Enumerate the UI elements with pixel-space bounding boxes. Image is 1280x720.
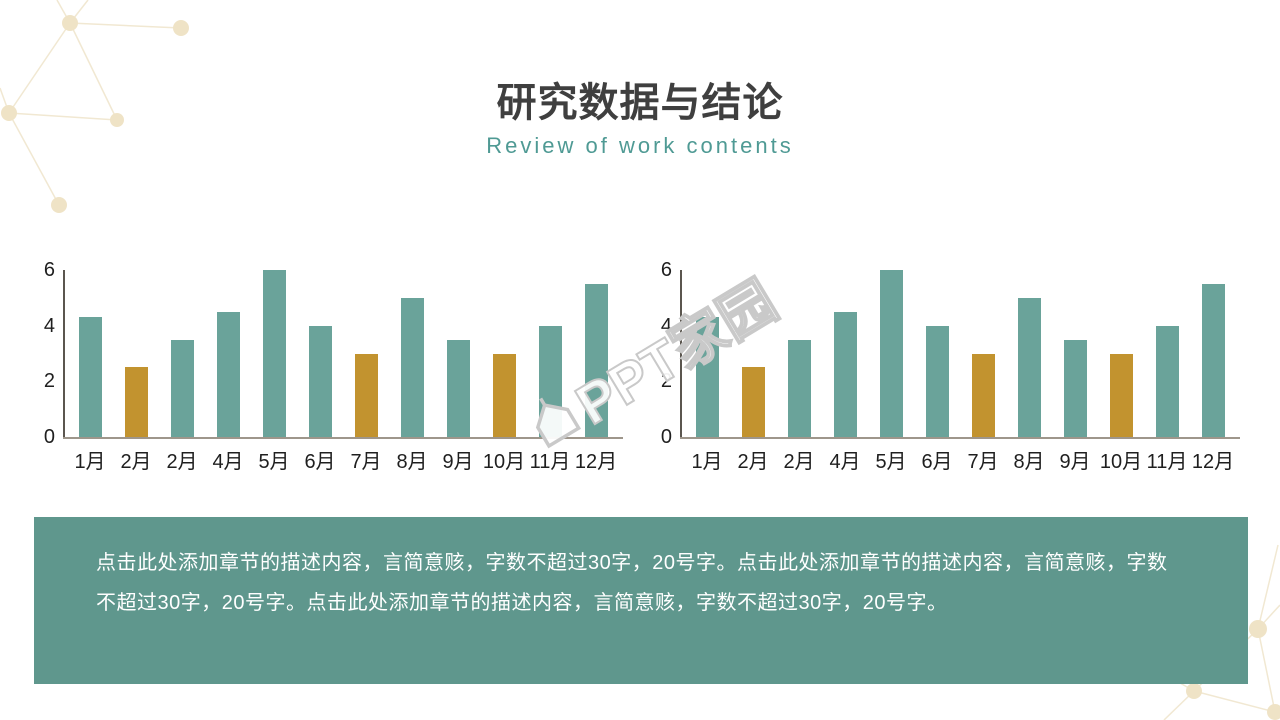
bar-4月: [216, 311, 240, 437]
x-axis-category-label: 12月: [1191, 451, 1235, 473]
x-axis-category-label: 8月: [1013, 451, 1045, 473]
bar-1月: [695, 317, 719, 437]
bar-chart-left: 0 2 4 6 1月 2月 2月 4月 5月 6月 7月 8月 9月 10月 11月 12月: [33, 259, 623, 490]
x-axis-category-label: 1月: [691, 451, 723, 473]
description-text: 点击此处添加章节的描述内容，言简意赅，字数不超过30字，20号字。点击此处添加章…: [96, 552, 1168, 614]
y-axis-tick-label: 0: [660, 426, 672, 448]
x-axis-category-label: 2月: [166, 451, 198, 473]
x-axis-line: [680, 437, 1240, 439]
x-axis-category-label: 2月: [783, 451, 815, 473]
bar-9月: [1063, 339, 1087, 437]
bar-6月: [925, 325, 949, 437]
x-axis-category-label: 7月: [967, 451, 999, 473]
x-axis-category-label: 6月: [304, 451, 336, 473]
bar-11月: [538, 325, 562, 437]
bar-2月: [124, 367, 148, 437]
x-axis-category-label: 4月: [829, 451, 861, 473]
x-axis-category-label: 9月: [442, 451, 474, 473]
x-axis-category-label: 2月: [120, 451, 152, 473]
y-axis-tick-label: 0: [43, 426, 55, 448]
slide-subtitle: Review of work contents: [486, 133, 794, 158]
bar-9月: [446, 339, 470, 437]
description-box: 点击此处添加章节的描述内容，言简意赅，字数不超过30字，20号字。点击此处添加章…: [34, 517, 1248, 684]
y-axis-line: [680, 270, 682, 439]
x-axis-category-label: 8月: [396, 451, 428, 473]
x-axis-category-label: 4月: [212, 451, 244, 473]
bar-7月: [354, 353, 378, 437]
bar-7月: [971, 353, 995, 437]
y-axis-tick-label: 6: [43, 259, 55, 281]
y-axis-line: [63, 270, 65, 439]
x-axis-line: [63, 437, 623, 439]
y-axis-tick-label: 4: [660, 314, 672, 337]
x-axis-category-label: 2月: [737, 451, 769, 473]
bar-2月: [741, 367, 765, 437]
y-axis-tick-label: 4: [43, 314, 55, 337]
bar-10月: [1109, 353, 1133, 437]
bar-1月: [78, 317, 102, 437]
y-axis-tick-label: 6: [660, 259, 672, 281]
slide-title: 研究数据与结论: [496, 81, 784, 125]
x-axis-category-label: 5月: [875, 451, 907, 473]
bar-8月: [400, 297, 424, 437]
bar-12月: [584, 283, 608, 437]
y-axis-tick-label: 2: [660, 370, 672, 393]
bar-8月: [1017, 297, 1041, 437]
x-axis-category-label: 9月: [1059, 451, 1091, 473]
x-axis-category-label: 10月: [1099, 451, 1143, 473]
x-axis-category-label: 1月: [74, 451, 106, 473]
x-axis-category-label: 7月: [350, 451, 382, 473]
bar-chart-right: 0 2 4 6 1月 2月 2月 4月 5月 6月 7月 8月 9月 10月 11月 12月: [650, 259, 1240, 490]
bar-10月: [492, 353, 516, 437]
x-axis-category-label: 10月: [482, 451, 526, 473]
bar-2月: [170, 339, 194, 437]
bar-6月: [308, 325, 332, 437]
bar-12月: [1201, 283, 1225, 437]
x-axis-category-label: 12月: [574, 451, 618, 473]
bar-11月: [1155, 325, 1179, 437]
bar-5月: [262, 270, 286, 437]
x-axis-category-label: 5月: [258, 451, 290, 473]
bar-5月: [879, 270, 903, 437]
x-axis-category-label: 11月: [529, 451, 571, 473]
bar-4月: [833, 311, 857, 437]
bar-2月: [787, 339, 811, 437]
y-axis-tick-label: 2: [43, 370, 55, 393]
x-axis-category-label: 11月: [1146, 451, 1188, 473]
slide-header: 研究数据与结论 Review of work contents: [0, 80, 1280, 158]
x-axis-category-label: 6月: [921, 451, 953, 473]
